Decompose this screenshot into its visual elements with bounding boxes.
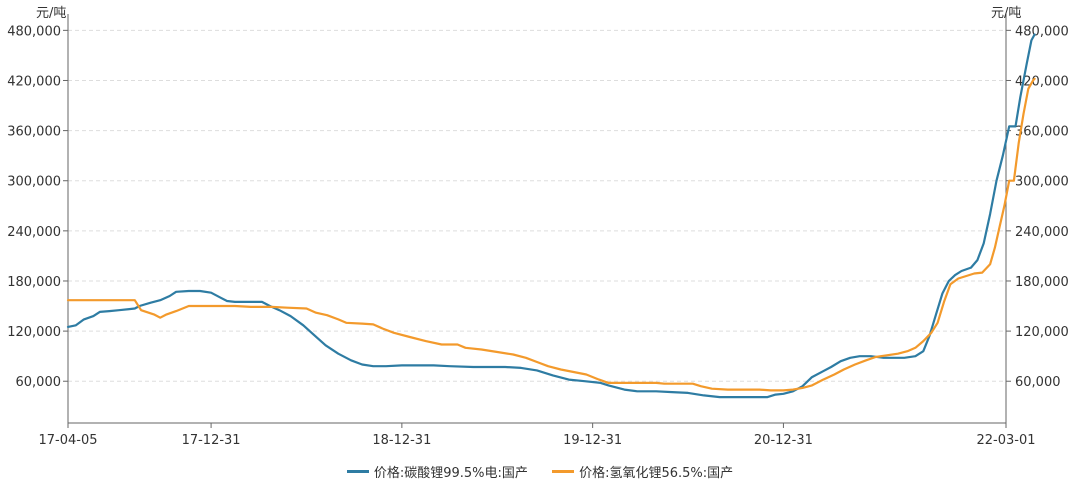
series-line-lithium-carbonate[interactable] xyxy=(66,33,1036,399)
left-unit-label: 元/吨 xyxy=(36,6,66,21)
y-tick-label-right: 240,000 xyxy=(1015,225,1069,240)
y-tick-label-right: 360,000 xyxy=(1015,125,1069,140)
x-tick-label: 17-04-05 xyxy=(38,433,97,448)
legend-swatch-lithium-hydroxide xyxy=(552,470,575,473)
x-tick-label: 17-12-31 xyxy=(182,433,241,448)
y-tick-label-right: 180,000 xyxy=(1015,275,1069,290)
line-chart: 60,000 60,000 120,000 120,000 180,000 180,000… xyxy=(7,6,1069,448)
series-line-lithium-hydroxide[interactable] xyxy=(66,77,1036,392)
grid-lines xyxy=(68,29,1006,382)
x-tick-label: 22-03-01 xyxy=(976,433,1035,448)
series-lines xyxy=(66,33,1036,399)
right-unit-label: 元/吨 xyxy=(991,6,1021,21)
legend: 价格:碳酸锂99.5%电:国产 价格:氢氧化锂56.5%:国产 xyxy=(0,462,1080,481)
y-tick-label-left: 240,000 xyxy=(7,225,61,240)
y-tick-label-left: 480,000 xyxy=(7,24,61,39)
legend-item-lithium-carbonate[interactable]: 价格:碳酸锂99.5%电:国产 xyxy=(346,462,528,481)
y-tick-label-left: 60,000 xyxy=(16,375,62,390)
y-tick-label-right: 60,000 xyxy=(1015,375,1061,390)
legend-label-lithium-hydroxide: 价格:氢氧化锂56.5%:国产 xyxy=(579,466,734,481)
y-tick-label-left: 120,000 xyxy=(7,325,61,340)
legend-item-lithium-hydroxide[interactable]: 价格:氢氧化锂56.5%:国产 xyxy=(552,462,733,481)
y-tick-label-left: 180,000 xyxy=(7,275,61,290)
legend-swatch-lithium-carbonate xyxy=(346,470,369,473)
y-tick-label-left: 420,000 xyxy=(7,74,61,89)
x-tick-label: 20-12-31 xyxy=(754,433,813,448)
axes: 60,000 60,000 120,000 120,000 180,000 180,000… xyxy=(7,14,1069,448)
x-tick-label: 18-12-31 xyxy=(372,433,431,448)
y-tick-label-right: 300,000 xyxy=(1015,175,1069,190)
x-tick-label: 19-12-31 xyxy=(563,433,622,448)
y-tick-label-right: 480,000 xyxy=(1015,24,1069,39)
y-tick-label-left: 300,000 xyxy=(7,175,61,190)
y-tick-label-right: 120,000 xyxy=(1015,325,1069,340)
y-tick-label-right: 420,000 xyxy=(1015,74,1069,89)
legend-label-lithium-carbonate: 价格:碳酸锂99.5%电:国产 xyxy=(373,466,528,481)
y-tick-label-left: 360,000 xyxy=(7,125,61,140)
